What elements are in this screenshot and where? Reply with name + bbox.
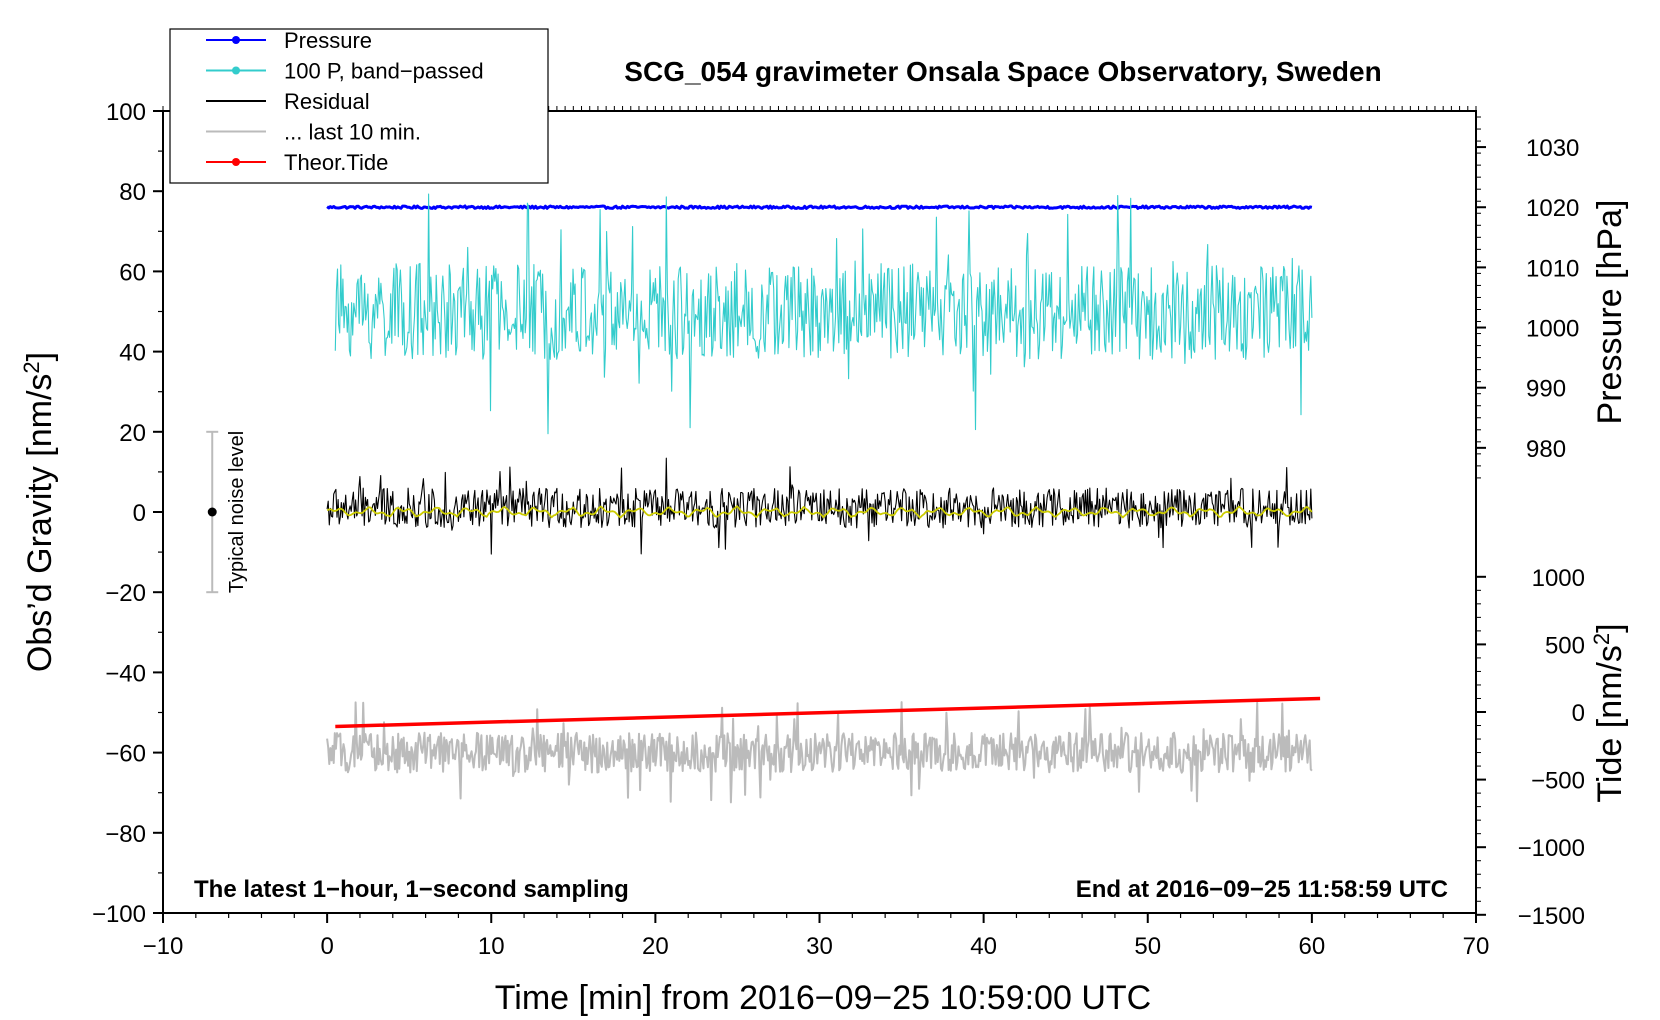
noise-center-dot: [207, 507, 217, 517]
legend-box: [169, 28, 549, 184]
legend-label: Theor.Tide: [284, 150, 388, 175]
y-tick-label: 40: [119, 340, 146, 367]
tide-tick-label: 0: [1572, 700, 1585, 727]
tide-tick-label: −500: [1531, 768, 1585, 795]
chart-title: SCG_054 gravimeter Onsala Space Observat…: [624, 56, 1381, 87]
y-axis-tide-title: Tide [nm/s2]: [1589, 623, 1629, 802]
ticks-layer: −10 0 10 20 30 40 50 60 70100806040200−20−40−60−…: [92, 99, 1585, 960]
noise-level-label: Typical noise level: [226, 431, 248, 593]
pressure-tick-label: 1000: [1526, 316, 1579, 343]
tide-tick-label: −1000: [1518, 835, 1585, 862]
legend-label: ... last 10 min.: [284, 120, 421, 145]
legend: Pressure 100 P, band−passed Residual ... la…: [169, 28, 549, 184]
x-tick-label: 70: [1463, 933, 1490, 960]
y-tick-label: 60: [119, 259, 146, 286]
noise-level-indicator: Typical noise level: [206, 430, 248, 594]
y-tick-label: −20: [105, 580, 146, 607]
y-axis-left-title: Obs’d Gravity [nm/s2]: [19, 352, 59, 672]
tide-tick-label: 1000: [1532, 565, 1585, 592]
x-tick-label: 0: [320, 933, 333, 960]
legend-label: Pressure: [284, 28, 372, 53]
y-tick-label: 80: [119, 179, 146, 206]
y-tick-label: −40: [105, 660, 146, 687]
pressure-tick-label: 1030: [1526, 135, 1579, 162]
y-axis-pressure-title: Pressure [hPa]: [1591, 200, 1629, 425]
x-tick-label: 20: [642, 933, 669, 960]
y-tick-label: 20: [119, 420, 146, 447]
y-tick-label: 0: [133, 500, 146, 527]
series-last-10-min: [326, 701, 1313, 804]
x-tick-label: 10: [478, 933, 505, 960]
series-layer: [326, 193, 1321, 804]
y-tick-label: −100: [92, 901, 146, 928]
note-sampling: The latest 1−hour, 1−second sampling: [194, 876, 629, 903]
x-tick-label: −10: [143, 933, 184, 960]
series-pressure: [326, 204, 1313, 210]
pressure-tick-label: 1010: [1526, 255, 1579, 282]
x-tick-label: 60: [1299, 933, 1326, 960]
legend-label: 100 P, band−passed: [284, 59, 484, 84]
y-tick-label: −80: [105, 821, 146, 848]
pressure-tick-label: 1020: [1526, 195, 1579, 222]
x-tick-label: 50: [1134, 933, 1161, 960]
pressure-tick-label: 990: [1526, 376, 1566, 403]
legend-marker: [232, 36, 240, 44]
legend-label: Residual: [284, 89, 370, 114]
y-tick-label: 100: [106, 99, 146, 126]
x-tick-label: 30: [806, 933, 833, 960]
x-axis-title: Time [min] from 2016−09−25 10:59:00 UTC: [495, 979, 1151, 1017]
x-tick-label: 40: [970, 933, 997, 960]
series-theor-tide: [335, 696, 1321, 729]
pressure-tick-label: 980: [1526, 436, 1566, 463]
tide-tick-label: −1500: [1518, 903, 1585, 930]
series-100-p-band-passed: [334, 193, 1313, 435]
series-smoothed-residual: [326, 505, 1313, 519]
note-end-time: End at 2016−09−25 11:58:59 UTC: [1076, 876, 1448, 903]
series-residual: [326, 457, 1313, 555]
y-tick-label: −60: [105, 741, 146, 768]
tide-tick-label: 500: [1545, 632, 1585, 659]
legend-marker: [232, 66, 240, 75]
legend-marker: [232, 158, 240, 166]
